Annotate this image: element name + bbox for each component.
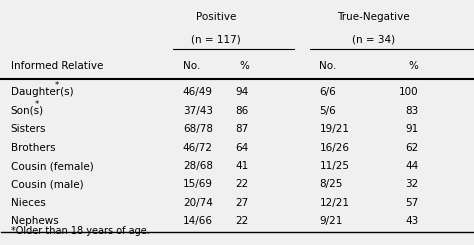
Text: 22: 22 — [236, 179, 249, 189]
Text: *: * — [55, 81, 59, 90]
Text: %: % — [409, 61, 419, 71]
Text: Positive: Positive — [196, 12, 236, 22]
Text: 14/66: 14/66 — [183, 216, 213, 226]
Text: 41: 41 — [236, 161, 249, 171]
Text: 100: 100 — [399, 87, 419, 97]
Text: Son(s): Son(s) — [11, 106, 44, 116]
Text: Daughter(s): Daughter(s) — [11, 87, 73, 97]
Text: 44: 44 — [405, 161, 419, 171]
Text: 8/25: 8/25 — [319, 179, 343, 189]
Text: *Older than 18 years of age.: *Older than 18 years of age. — [11, 226, 150, 236]
Text: 94: 94 — [236, 87, 249, 97]
Text: 46/49: 46/49 — [183, 87, 213, 97]
Text: 87: 87 — [236, 124, 249, 134]
Text: 15/69: 15/69 — [183, 179, 213, 189]
Text: 16/26: 16/26 — [319, 143, 349, 153]
Text: Nieces: Nieces — [11, 198, 46, 208]
Text: Brothers: Brothers — [11, 143, 55, 153]
Text: 19/21: 19/21 — [319, 124, 349, 134]
Text: 68/78: 68/78 — [183, 124, 213, 134]
Text: 32: 32 — [405, 179, 419, 189]
Text: 46/72: 46/72 — [183, 143, 213, 153]
Text: 11/25: 11/25 — [319, 161, 349, 171]
Text: 57: 57 — [405, 198, 419, 208]
Text: 86: 86 — [236, 106, 249, 116]
Text: (n = 34): (n = 34) — [352, 34, 395, 44]
Text: 83: 83 — [405, 106, 419, 116]
Text: 43: 43 — [405, 216, 419, 226]
Text: Cousin (female): Cousin (female) — [11, 161, 93, 171]
Text: (n = 117): (n = 117) — [191, 34, 241, 44]
Text: Informed Relative: Informed Relative — [11, 61, 103, 71]
Text: 27: 27 — [236, 198, 249, 208]
Text: 37/43: 37/43 — [183, 106, 213, 116]
Text: 91: 91 — [405, 124, 419, 134]
Text: 12/21: 12/21 — [319, 198, 349, 208]
Text: 28/68: 28/68 — [183, 161, 213, 171]
Text: 64: 64 — [236, 143, 249, 153]
Text: No.: No. — [183, 61, 200, 71]
Text: *: * — [35, 100, 39, 109]
Text: Nephews: Nephews — [11, 216, 59, 226]
Text: No.: No. — [319, 61, 337, 71]
Text: 6/6: 6/6 — [319, 87, 336, 97]
Text: Sisters: Sisters — [11, 124, 46, 134]
Text: Cousin (male): Cousin (male) — [11, 179, 83, 189]
Text: %: % — [239, 61, 249, 71]
Text: 62: 62 — [405, 143, 419, 153]
Text: 9/21: 9/21 — [319, 216, 343, 226]
Text: 20/74: 20/74 — [183, 198, 213, 208]
Text: 22: 22 — [236, 216, 249, 226]
Text: True-Negative: True-Negative — [337, 12, 410, 22]
Text: 5/6: 5/6 — [319, 106, 336, 116]
